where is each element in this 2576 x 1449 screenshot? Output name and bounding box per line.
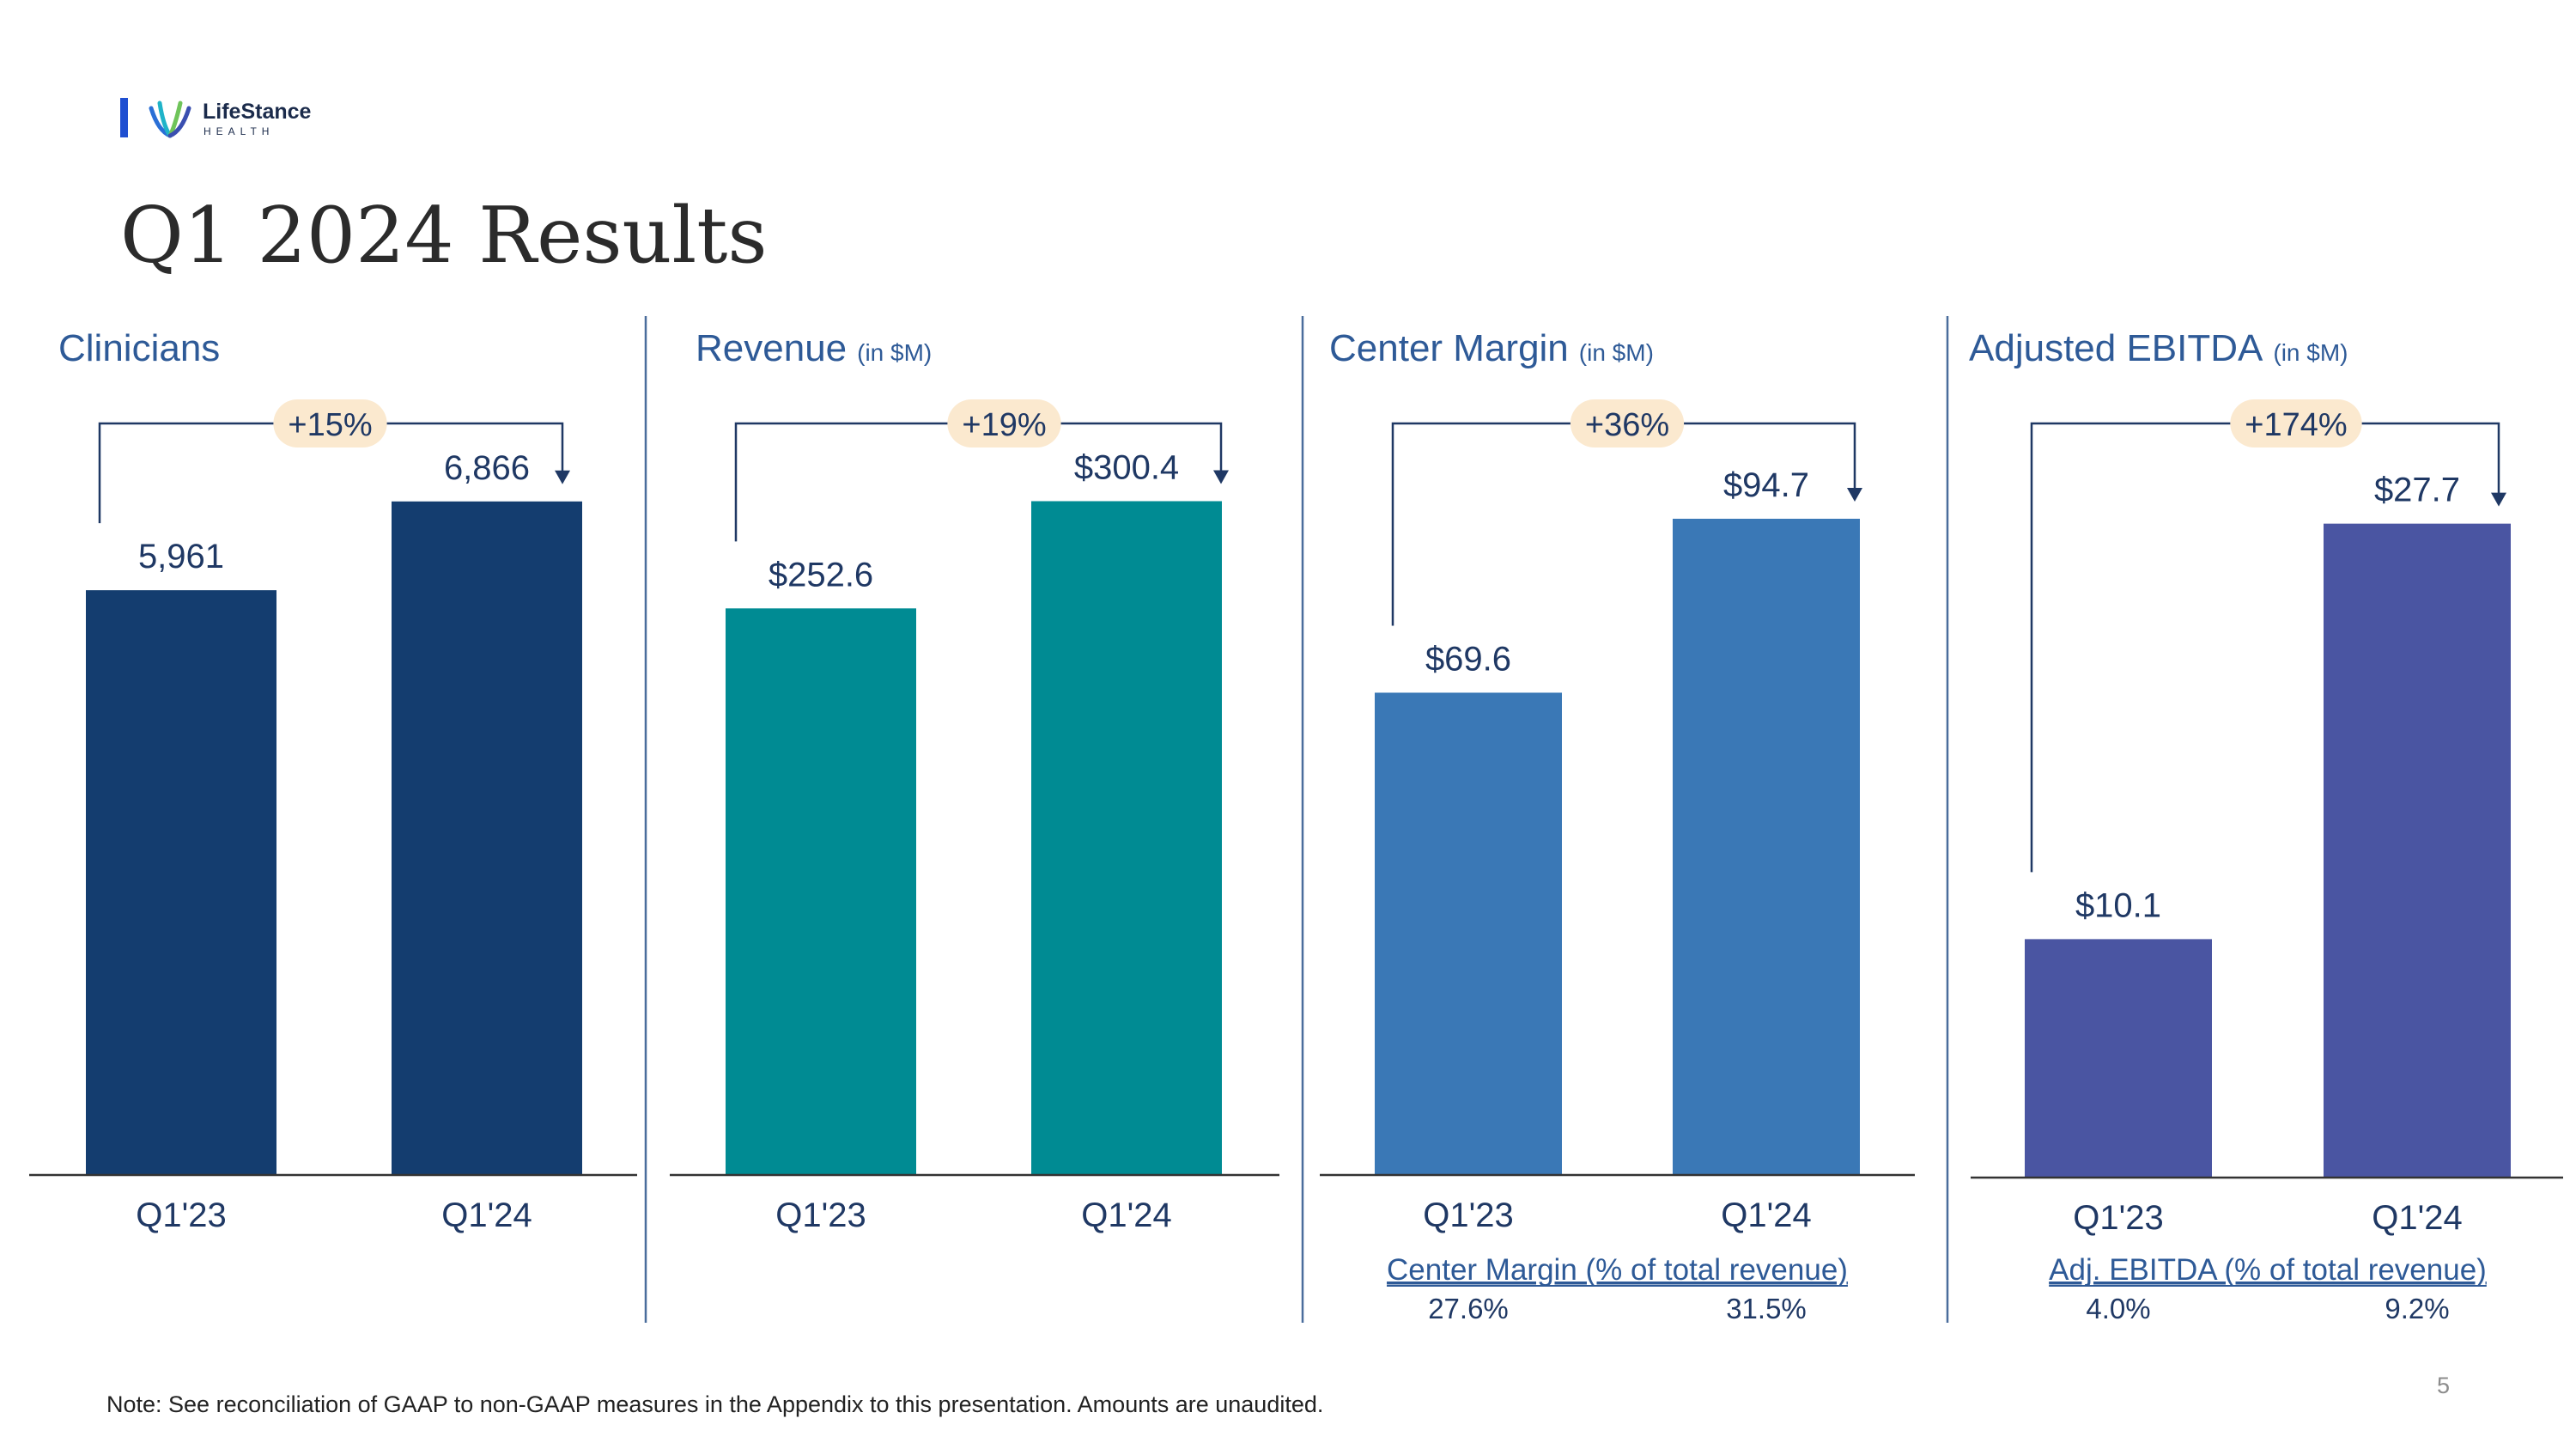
connector-arrow-icon bbox=[1213, 470, 1229, 484]
bar-q123 bbox=[86, 590, 276, 1175]
chart-title: Center Margin bbox=[1329, 327, 1569, 369]
page-title: Q1 2024 Results bbox=[120, 191, 768, 281]
bar-value-label: $27.7 bbox=[2374, 472, 2460, 509]
lifestance-logo-icon bbox=[149, 100, 191, 138]
bar-q124 bbox=[2324, 523, 2511, 1178]
logo-accent-bar bbox=[120, 98, 128, 137]
change-label: +36% bbox=[1585, 407, 1669, 443]
category-label: Q1'23 bbox=[2073, 1199, 2164, 1237]
change-badge bbox=[2230, 399, 2362, 447]
category-label: Q1'24 bbox=[441, 1196, 532, 1234]
margin-percent-value: 31.5% bbox=[1726, 1293, 1807, 1324]
bar-value-label: $94.7 bbox=[1723, 466, 1809, 504]
margin-percent-value: 9.2% bbox=[2385, 1293, 2449, 1324]
bar-value-label: $300.4 bbox=[1074, 448, 1179, 486]
logo-name: LifeStance bbox=[203, 100, 312, 124]
connector-arrow-icon bbox=[555, 470, 570, 484]
bar-q124 bbox=[392, 501, 582, 1175]
bar-q123 bbox=[2025, 939, 2212, 1178]
connector-arrow-icon bbox=[1847, 487, 1862, 502]
company-logo: LifeStance HEALTH bbox=[120, 96, 326, 141]
margin-percent-value: 4.0% bbox=[2086, 1293, 2150, 1324]
chart-title: Revenue bbox=[696, 327, 847, 369]
bar-value-label: $252.6 bbox=[769, 556, 873, 594]
bar-value-label: 6,866 bbox=[444, 449, 530, 487]
category-label: Q1'24 bbox=[1721, 1196, 1812, 1234]
chart-title: Clinicians bbox=[58, 327, 220, 369]
margin-percent-value: 27.6% bbox=[1428, 1293, 1509, 1324]
bar-q124 bbox=[1031, 501, 1222, 1175]
change-badge bbox=[947, 399, 1061, 447]
logo-subtitle: HEALTH bbox=[204, 125, 275, 137]
bar-value-label: $69.6 bbox=[1425, 640, 1511, 678]
bar-q124 bbox=[1673, 518, 1860, 1175]
category-label: Q1'23 bbox=[136, 1196, 227, 1234]
category-label: Q1'24 bbox=[1081, 1196, 1172, 1234]
change-badge bbox=[1570, 399, 1685, 447]
chart-title: Adjusted EBITDA bbox=[1969, 327, 2263, 369]
bar-value-label: $10.1 bbox=[2075, 886, 2161, 924]
results-charts: Clinicians 5,961 Q1'23 6,866 Q1'24 +15% Revenu… bbox=[29, 316, 2563, 1324]
margin-footer-label: Center Margin (% of total revenue) bbox=[1387, 1253, 1848, 1287]
page-number: 5 bbox=[2437, 1373, 2451, 1398]
change-label: +15% bbox=[288, 407, 372, 443]
change-badge bbox=[273, 399, 387, 447]
connector-arrow-icon bbox=[2491, 492, 2506, 507]
category-label: Q1'24 bbox=[2372, 1199, 2463, 1237]
category-label: Q1'23 bbox=[1423, 1196, 1514, 1234]
chart-subtitle: (in $M) bbox=[1579, 339, 1654, 366]
chart-subtitle: (in $M) bbox=[2273, 339, 2348, 366]
bar-value-label: 5,961 bbox=[138, 538, 224, 575]
bar-q123 bbox=[1375, 692, 1562, 1175]
change-label: +19% bbox=[962, 407, 1046, 443]
margin-footer-label: Adj. EBITDA (% of total revenue) bbox=[2049, 1253, 2487, 1287]
change-label: +174% bbox=[2245, 407, 2347, 443]
footnote: Note: See reconciliation of GAAP to non-… bbox=[106, 1391, 1324, 1417]
bar-q123 bbox=[726, 608, 916, 1175]
category-label: Q1'23 bbox=[775, 1196, 866, 1234]
chart-subtitle: (in $M) bbox=[857, 339, 932, 366]
